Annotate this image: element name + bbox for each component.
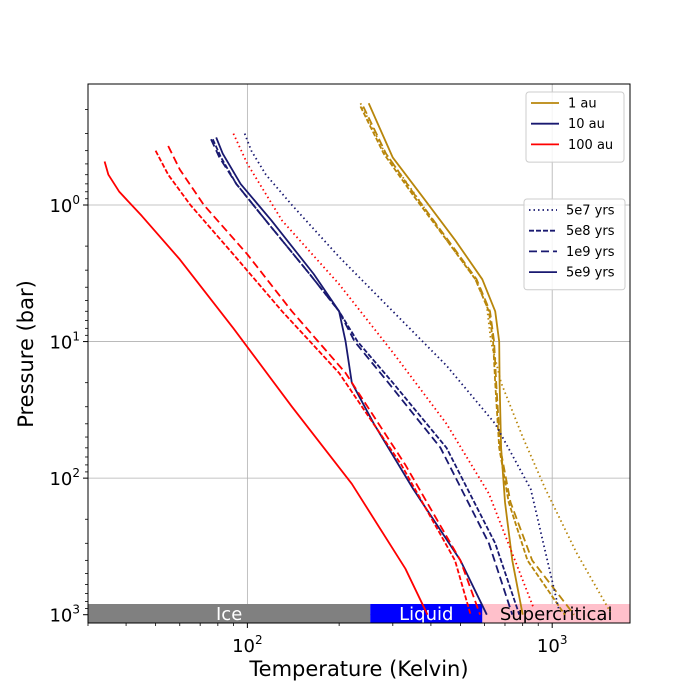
y-tick-label: 101 xyxy=(49,330,80,354)
y-axis-label: Pressure (bar) xyxy=(14,280,38,428)
y-tick-label: 100 xyxy=(49,193,80,217)
region-label: Supercritical xyxy=(500,604,613,625)
series-line-1-au-5e9-yrs xyxy=(367,102,524,615)
x-tick-label: 103 xyxy=(537,633,568,657)
y-tick-label: 102 xyxy=(49,466,80,490)
phase-regions: Ice Liquid Supercritical xyxy=(88,604,630,625)
axis-ticks: 102 103 100 101 102 103 xyxy=(49,109,568,657)
legend-age: 5e7 yrs 5e8 yrs 1e9 yrs 5e9 yrs xyxy=(523,198,626,291)
region-supercritical xyxy=(482,604,630,623)
series-line-100-au-1e9-yrs xyxy=(167,145,481,616)
plot-area xyxy=(88,84,630,623)
legend-label: 1e9 yrs xyxy=(566,245,615,260)
legend-label: 1 au xyxy=(568,97,597,112)
plot-frame xyxy=(87,83,631,624)
legend-label: 10 au xyxy=(568,117,605,132)
legend-age-box xyxy=(523,198,626,291)
y-tick-label: 103 xyxy=(49,603,80,627)
legend-distance: 1 au 10 au 100 au xyxy=(525,91,625,163)
legend-label: 5e8 yrs xyxy=(566,224,615,239)
region-label: Liquid xyxy=(399,604,453,625)
series-lines xyxy=(103,102,611,616)
series-line-10-au-5e7-yrs xyxy=(243,133,560,609)
series-line-1-au-1e9-yrs xyxy=(362,106,575,616)
series-line-10-au-1e9-yrs xyxy=(210,138,514,615)
legend-label: 5e9 yrs xyxy=(566,266,615,281)
x-tick-label: 102 xyxy=(232,633,263,657)
x-axis-label: Temperature (Kelvin) xyxy=(248,657,468,681)
legend-label: 100 au xyxy=(568,138,613,153)
series-line-1-au-5e8-yrs xyxy=(359,106,566,616)
series-line-100-au-5e9-yrs xyxy=(103,161,429,616)
legend-label: 5e7 yrs xyxy=(566,204,615,219)
region-ice xyxy=(88,604,371,623)
series-line-100-au-5e8-yrs xyxy=(154,150,472,615)
region-label: Ice xyxy=(216,604,242,625)
